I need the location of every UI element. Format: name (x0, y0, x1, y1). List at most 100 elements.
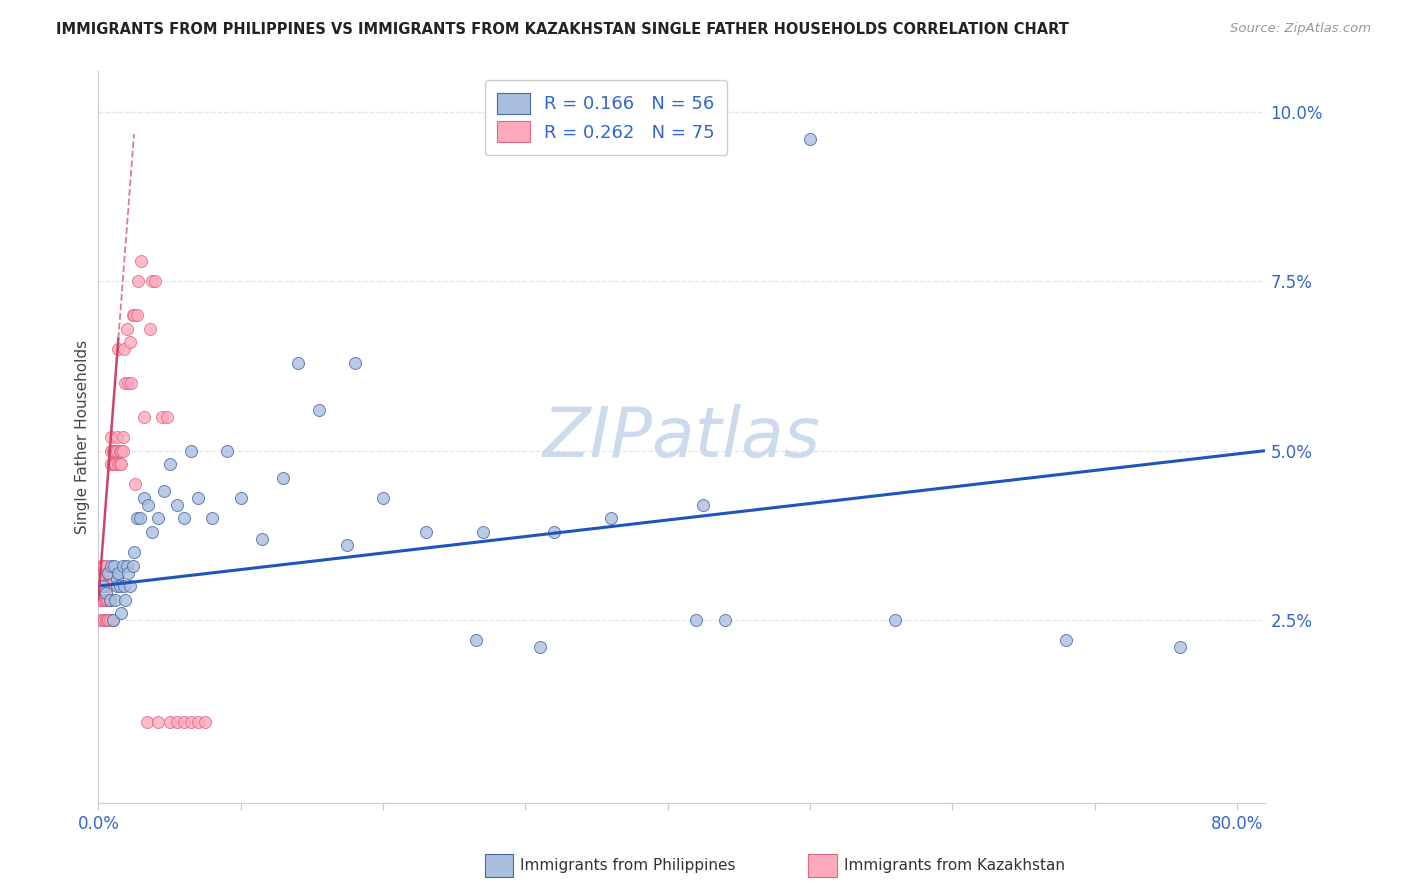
Point (120, 376, 142, 390)
Point (98, 592, 121, 607)
Point (93, 613, 115, 627)
Y-axis label: Single Father Households: Single Father Households (75, 340, 90, 534)
Point (93, 558, 115, 573)
Point (121, 558, 143, 573)
Point (114, 376, 136, 390)
Point (118, 335, 141, 350)
Point (110, 606, 132, 620)
Point (685, 613, 707, 627)
Point (180, 714, 202, 729)
Point (148, 511, 170, 525)
Point (173, 714, 195, 729)
Point (132, 409, 155, 424)
Point (90, 592, 112, 607)
Point (91, 579, 114, 593)
Point (94, 579, 117, 593)
Point (91, 613, 114, 627)
Point (105, 443, 128, 458)
Text: ZIPatlas: ZIPatlas (543, 403, 821, 471)
Point (127, 274, 149, 288)
Point (250, 532, 273, 546)
Point (100, 443, 122, 458)
Point (273, 471, 295, 485)
Point (97, 579, 120, 593)
Point (91, 592, 114, 607)
Text: Source: ZipAtlas.com: Source: ZipAtlas.com (1230, 22, 1371, 36)
Point (118, 579, 141, 593)
Point (543, 524, 565, 539)
Point (148, 714, 170, 729)
Point (89, 579, 111, 593)
Point (107, 457, 129, 471)
Point (108, 579, 131, 593)
Point (343, 355, 366, 369)
Point (91, 579, 114, 593)
Point (97, 613, 120, 627)
Point (1168, 640, 1191, 654)
Point (229, 491, 252, 505)
Point (114, 592, 136, 607)
Point (117, 566, 139, 580)
Point (98, 566, 121, 580)
Point (132, 491, 155, 505)
Point (101, 613, 124, 627)
Point (101, 443, 124, 458)
Point (100, 457, 122, 471)
Point (105, 430, 128, 444)
Point (105, 579, 128, 593)
Point (93, 566, 115, 580)
Point (799, 132, 821, 146)
Point (90, 613, 112, 627)
Point (692, 498, 714, 512)
Point (529, 640, 551, 654)
Point (107, 342, 129, 356)
Point (112, 579, 135, 593)
Point (129, 254, 152, 268)
Point (108, 457, 131, 471)
Point (884, 613, 907, 627)
Point (1054, 633, 1077, 648)
Point (89, 592, 111, 607)
Point (98, 613, 121, 627)
Point (93, 592, 115, 607)
Point (91, 558, 114, 573)
Point (98, 592, 121, 607)
Point (287, 355, 309, 369)
Point (112, 342, 135, 356)
Point (94, 558, 117, 573)
Point (166, 714, 188, 729)
Point (96, 613, 118, 627)
Point (125, 308, 148, 322)
Point (94, 579, 117, 593)
Point (415, 524, 437, 539)
Point (143, 274, 166, 288)
Text: IMMIGRANTS FROM PHILIPPINES VS IMMIGRANTS FROM KAZAKHSTAN SINGLE FATHER HOUSEHOL: IMMIGRANTS FROM PHILIPPINES VS IMMIGRANT… (56, 22, 1069, 37)
Point (122, 545, 145, 559)
Point (101, 457, 124, 471)
Point (104, 592, 127, 607)
Point (100, 558, 122, 573)
Point (103, 457, 125, 471)
Point (464, 633, 486, 648)
Point (713, 613, 735, 627)
Point (97, 566, 120, 580)
Point (111, 558, 134, 573)
Point (166, 498, 188, 512)
Point (90, 579, 112, 593)
Point (136, 498, 159, 512)
Legend: R = 0.166   N = 56, R = 0.262   N = 75: R = 0.166 N = 56, R = 0.262 N = 75 (485, 80, 727, 154)
Point (187, 491, 209, 505)
Point (201, 511, 224, 525)
Point (94, 613, 117, 627)
Point (215, 443, 238, 458)
Point (180, 443, 202, 458)
Point (107, 566, 129, 580)
Point (187, 714, 209, 729)
Point (90, 558, 112, 573)
Point (104, 457, 127, 471)
Point (94, 592, 117, 607)
Point (138, 322, 160, 336)
Point (104, 443, 127, 458)
Point (125, 511, 148, 525)
Point (159, 457, 181, 471)
